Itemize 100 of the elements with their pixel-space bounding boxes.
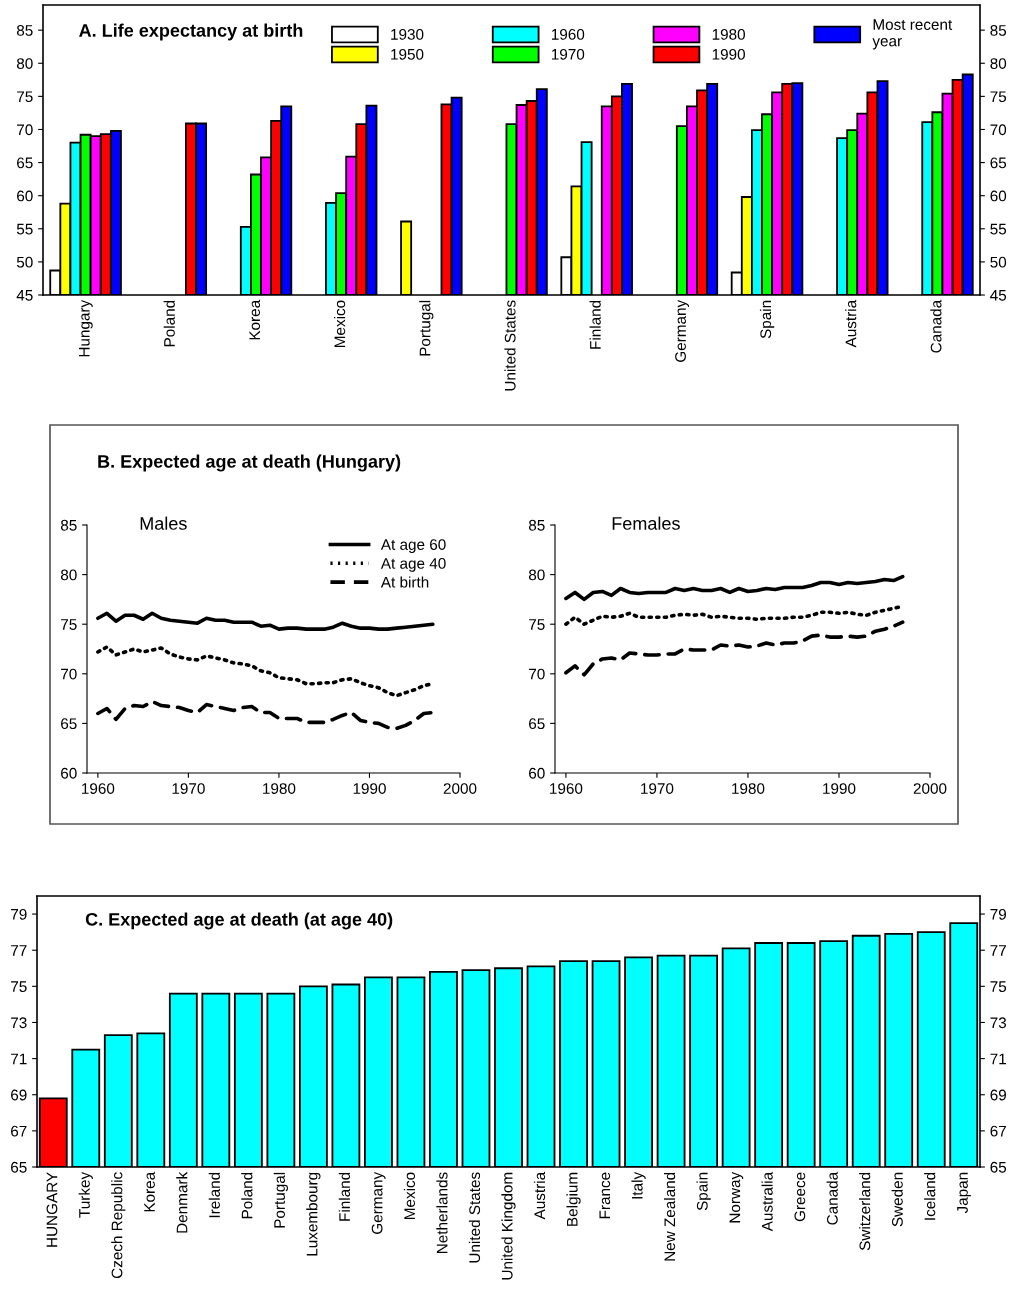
- x-tick-label: Belgium: [566, 1172, 581, 1226]
- y2-tick-label: 60: [990, 190, 1007, 202]
- y-tick-label: 60: [529, 767, 545, 779]
- y-tick-label: 85: [528, 519, 545, 531]
- x-tick-label: Canada: [826, 1171, 838, 1225]
- x-tick-label: Finland: [338, 1172, 351, 1221]
- y-tick-label: 79: [11, 908, 27, 920]
- x-tick-label: Korea: [249, 299, 261, 340]
- x-tick-label: Greece: [794, 1172, 806, 1222]
- x-tick-label: Denmark: [176, 1171, 188, 1233]
- x-tick-label: Italy: [631, 1171, 646, 1199]
- x-tick-label: 2000: [913, 783, 947, 794]
- y2-tick-label: 79: [990, 908, 1006, 920]
- y-tick-label: 50: [16, 256, 33, 268]
- y2-tick-label: 67: [990, 1125, 1006, 1137]
- y-tick-label: 65: [11, 1161, 27, 1173]
- y2-tick-label: 80: [990, 58, 1007, 69]
- y-tick-label: 67: [11, 1125, 27, 1137]
- x-tick-label: 1960: [82, 783, 115, 794]
- x-tick-label: Hungary: [79, 299, 93, 357]
- x-tick-label: Netherlands: [436, 1172, 448, 1253]
- x-tick-label: HUNGARY: [46, 1172, 58, 1247]
- chart-subtitle: Males: [140, 516, 187, 530]
- x-tick-label: Turkey: [78, 1171, 93, 1218]
- legend-label: 1950: [391, 48, 424, 60]
- legend-label: At age 40: [380, 557, 446, 572]
- y-tick-label: 45: [16, 290, 33, 301]
- y2-tick-label: 69: [990, 1089, 1006, 1101]
- x-tick-label: 1980: [263, 783, 296, 794]
- y-tick-label: 75: [529, 619, 545, 630]
- x-tick-label: Austria: [845, 299, 857, 348]
- x-tick-label: 1960: [550, 783, 583, 794]
- y2-tick-label: 65: [990, 157, 1007, 169]
- y-tick-label: 65: [17, 157, 33, 169]
- x-tick-label: Spain: [759, 300, 775, 339]
- y2-tick-label: 50: [990, 256, 1007, 268]
- y-tick-label: 55: [16, 223, 33, 235]
- x-tick-label: Australia: [761, 1171, 773, 1232]
- x-tick-label: 1990: [353, 783, 386, 794]
- y-tick-label: 70: [17, 124, 33, 136]
- y-tick-label: 80: [528, 569, 545, 581]
- y-tick-label: 69: [11, 1089, 27, 1101]
- y-tick-label: 75: [11, 981, 27, 993]
- line-series: [96, 611, 435, 631]
- y-tick-label: 80: [60, 569, 77, 581]
- y-tick-label: 71: [11, 1053, 27, 1065]
- x-tick-label: Luxembourg: [306, 1172, 321, 1256]
- y-tick-label: 75: [61, 619, 77, 630]
- y2-tick-label: 85: [990, 25, 1007, 36]
- x-tick-label: United Kingdom: [501, 1172, 516, 1280]
- x-tick-label: Spain: [696, 1172, 711, 1211]
- legend-label: 1970: [551, 48, 585, 60]
- x-tick-label: Mexico: [334, 300, 346, 347]
- text: A. Life expectancy at birth: [79, 23, 303, 41]
- legend-label: At age 60: [380, 539, 446, 553]
- x-tick-label: Austria: [533, 1171, 546, 1220]
- legend-label: 1980: [712, 28, 745, 40]
- y2-tick-label: 55: [990, 223, 1007, 235]
- y-tick-label: 60: [61, 767, 77, 779]
- x-tick-label: 1970: [641, 783, 674, 794]
- x-tick-label: Portugal: [419, 300, 434, 356]
- y-tick-label: 73: [11, 1017, 27, 1029]
- x-tick-label: Germany: [675, 299, 689, 362]
- legend-label: 1960: [551, 28, 585, 40]
- legend-label: At birth: [380, 576, 429, 588]
- y-tick-label: 85: [60, 519, 77, 531]
- x-tick-label: Canada: [930, 299, 942, 353]
- chart-subtitle: Females: [612, 516, 680, 530]
- x-tick-label: Czech Republic: [111, 1172, 126, 1279]
- x-tick-label: United States: [504, 300, 516, 391]
- x-tick-label: United States: [468, 1172, 481, 1263]
- y-tick-label: 77: [11, 945, 27, 956]
- y-tick-label: 70: [61, 668, 77, 680]
- y2-tick-label: 77: [990, 945, 1006, 956]
- x-tick-label: Germany: [371, 1171, 386, 1234]
- x-tick-label: Poland: [241, 1172, 253, 1219]
- x-tick-label: Korea: [144, 1171, 155, 1212]
- text: C. Expected age at death (at age 40): [85, 912, 393, 930]
- x-tick-label: Mexico: [403, 1172, 416, 1219]
- x-tick-label: Japan: [957, 1172, 971, 1214]
- x-tick-label: 2000: [443, 783, 477, 794]
- y-tick-label: 65: [61, 718, 77, 730]
- x-tick-label: 1970: [172, 783, 205, 794]
- x-tick-label: 1980: [732, 783, 765, 794]
- y2-tick-label: 65: [990, 1161, 1007, 1173]
- x-tick-label: Portugal: [273, 1172, 288, 1228]
- x-tick-label: Finland: [589, 300, 601, 349]
- y2-tick-label: 71: [990, 1053, 1006, 1065]
- x-tick-label: Sweden: [891, 1172, 903, 1227]
- chart-title: B. Expected age at death (Hungary): [98, 454, 401, 472]
- x-tick-label: Ireland: [208, 1172, 220, 1218]
- y-tick-label: 85: [16, 25, 33, 36]
- legend-label: Most recent year: [872, 19, 953, 50]
- x-tick-label: 1990: [823, 783, 856, 794]
- line-series: [96, 699, 435, 731]
- y2-tick-label: 73: [990, 1017, 1007, 1029]
- x-tick-label: France: [599, 1172, 611, 1219]
- x-tick-label: Iceland: [924, 1172, 936, 1220]
- y-tick-label: 75: [17, 91, 33, 103]
- legend-label: 1930: [391, 28, 424, 40]
